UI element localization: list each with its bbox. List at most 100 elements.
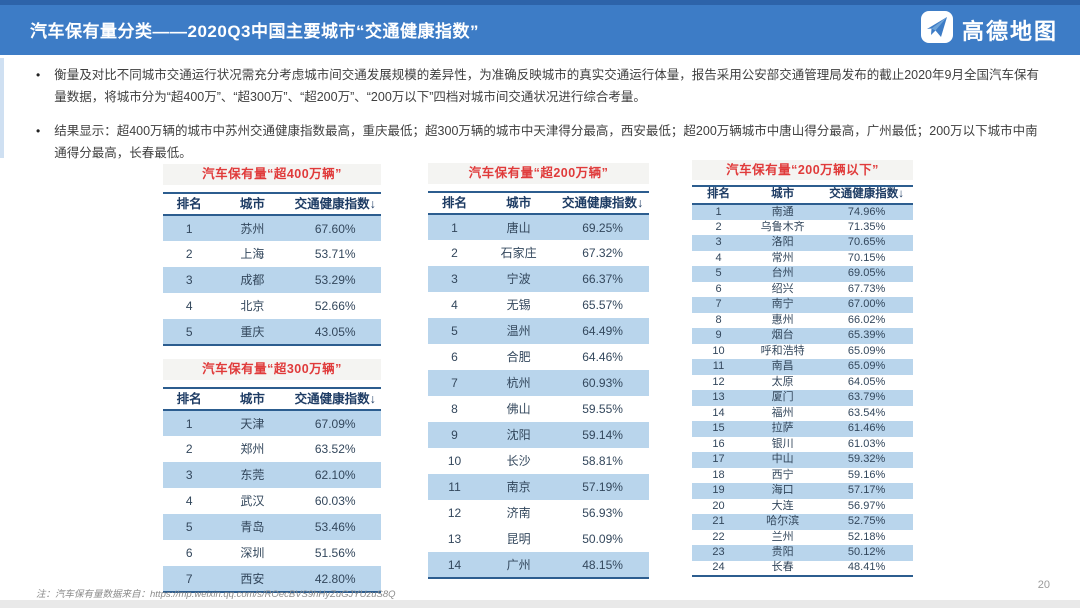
- table-over-2m: 汽车保有量“超200万辆” 排名 城市 交通健康指数↓ 1 唐山 69.25% 2 石家…: [428, 163, 649, 579]
- index-cell: 59.32%: [847, 453, 886, 466]
- rank-cell: 15: [712, 422, 725, 435]
- city-cell: 长沙: [506, 454, 531, 468]
- rank-cell: 2: [715, 220, 722, 233]
- col-header-city: 城市: [745, 185, 821, 205]
- logo-text: 高德地图: [961, 18, 1058, 44]
- city-cell: 苏州: [240, 221, 265, 236]
- rank-cell: 4: [715, 251, 722, 264]
- table-header-row: 排名 城市 交通健康指数↓: [163, 387, 381, 411]
- table-title: 汽车保有量“超300万辆”: [163, 359, 381, 380]
- table-title: 汽车保有量“200万辆以下”: [692, 160, 913, 180]
- index-cell: 48.41%: [847, 561, 886, 574]
- city-cell: 福州: [771, 406, 794, 419]
- rank-cell: 12: [712, 375, 725, 388]
- table-row: 10 长沙 58.81%: [428, 448, 649, 474]
- index-cell: 64.05%: [847, 375, 886, 388]
- table-row: 21 哈尔滨 52.75%: [692, 514, 913, 530]
- table-row: 8 佛山 59.55%: [428, 396, 649, 422]
- index-cell: 58.81%: [582, 454, 623, 468]
- table-row: 9 烟台 65.39%: [692, 328, 913, 344]
- city-cell: 昆明: [506, 532, 531, 546]
- table-header-row: 排名 城市 交通健康指数↓: [163, 192, 381, 216]
- rank-cell: 20: [712, 499, 725, 512]
- city-cell: 贵阳: [771, 546, 794, 559]
- rank-cell: 17: [712, 453, 725, 466]
- index-cell: 67.09%: [314, 416, 356, 431]
- table-row: 6 绍兴 67.73%: [692, 282, 913, 298]
- rank-cell: 6: [451, 350, 458, 364]
- city-cell: 北京: [240, 299, 265, 313]
- table-row: 5 重庆 43.05%: [163, 319, 381, 345]
- rank-cell: 14: [447, 557, 462, 572]
- city-cell: 南昌: [771, 360, 794, 373]
- table-header-row: 排名 城市 交通健康指数↓: [428, 191, 649, 215]
- table-row: 4 无锡 65.57%: [428, 292, 649, 318]
- table-row: 7 南宁 67.00%: [692, 297, 913, 313]
- city-cell: 海口: [771, 484, 794, 497]
- rank-cell: 11: [448, 480, 461, 494]
- rank-cell: 2: [451, 246, 458, 260]
- index-cell: 60.03%: [314, 494, 356, 508]
- city-cell: 哈尔滨: [766, 515, 800, 528]
- table-row: 4 常州 70.15%: [692, 251, 913, 267]
- rank-cell: 5: [715, 267, 722, 280]
- table-under-2m: 汽车保有量“200万辆以下” 排名 城市 交通健康指数↓ 1 南通 74.96% 2 乌…: [692, 160, 913, 577]
- city-cell: 南通: [771, 205, 794, 218]
- table-row: 6 深圳 51.56%: [163, 540, 381, 566]
- index-cell: 56.93%: [582, 506, 623, 520]
- index-cell: 61.46%: [847, 422, 886, 435]
- city-cell: 常州: [771, 251, 794, 264]
- city-cell: 乌鲁木齐: [760, 220, 805, 233]
- rank-cell: 8: [451, 402, 458, 416]
- city-cell: 青岛: [240, 520, 265, 534]
- city-cell: 郑州: [240, 442, 265, 456]
- rank-cell: 6: [715, 282, 722, 295]
- table-row: 2 乌鲁木齐 71.35%: [692, 220, 913, 236]
- table-row: 22 兰州 52.18%: [692, 530, 913, 546]
- table-row: 4 北京 52.66%: [163, 293, 381, 319]
- table-title: 汽车保有量“超400万辆”: [163, 164, 381, 185]
- city-cell: 宁波: [506, 272, 531, 286]
- index-cell: 52.75%: [847, 515, 886, 528]
- table-row: 20 大连 56.97%: [692, 499, 913, 515]
- table-row: 1 苏州 67.60%: [163, 215, 381, 241]
- city-cell: 长春: [771, 561, 794, 574]
- table-row: 5 台州 69.05%: [692, 266, 913, 282]
- index-cell: 67.73%: [847, 282, 886, 295]
- table-row: 1 天津 67.09%: [163, 410, 381, 436]
- header-bar: 汽车保有量分类——2020Q3中国主要城市“交通健康指数” 高德地图: [0, 0, 1080, 55]
- index-cell: 53.46%: [314, 520, 356, 534]
- city-cell: 银川: [771, 437, 794, 450]
- amap-logo: 高德地图: [920, 10, 1058, 49]
- city-cell: 广州: [506, 557, 531, 572]
- table-row: 7 杭州 60.93%: [428, 370, 649, 396]
- table-row: 11 南京 57.19%: [428, 474, 649, 500]
- paper-plane-icon: [920, 10, 954, 49]
- rank-cell: 14: [712, 406, 725, 419]
- rank-cell: 1: [185, 416, 193, 431]
- page-title: 汽车保有量分类——2020Q3中国主要城市“交通健康指数”: [30, 22, 479, 41]
- index-cell: 52.18%: [847, 530, 886, 543]
- rank-cell: 16: [712, 437, 725, 450]
- bullet-item: • 衡量及对比不同城市交通运行状况需充分考虑城市间交通发展规模的差异性，为准确反…: [36, 64, 1050, 109]
- city-cell: 中山: [771, 453, 794, 466]
- table-row: 17 中山 59.32%: [692, 452, 913, 468]
- index-cell: 56.97%: [847, 499, 886, 512]
- table-row: 13 昆明 50.09%: [428, 526, 649, 552]
- rank-cell: 18: [712, 468, 725, 481]
- city-cell: 重庆: [240, 324, 265, 339]
- rank-cell: 1: [451, 220, 458, 235]
- rank-cell: 5: [185, 324, 193, 339]
- col-header-index-sort: 交通健康指数↓: [556, 191, 649, 215]
- index-cell: 52.66%: [314, 299, 356, 313]
- table-row: 2 石家庄 67.32%: [428, 240, 649, 266]
- col-header-city: 城市: [481, 191, 557, 215]
- index-cell: 60.93%: [582, 376, 623, 390]
- table-row: 3 成都 53.29%: [163, 267, 381, 293]
- col-header-index-sort: 交通健康指数↓: [289, 387, 381, 411]
- rank-cell: 3: [185, 273, 193, 287]
- rank-cell: 10: [712, 344, 725, 357]
- city-cell: 烟台: [771, 329, 794, 342]
- city-cell: 惠州: [771, 313, 794, 326]
